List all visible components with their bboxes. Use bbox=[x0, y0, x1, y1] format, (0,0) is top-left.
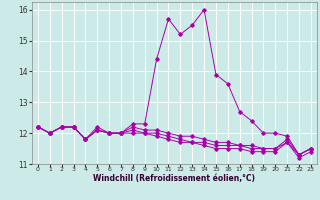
X-axis label: Windchill (Refroidissement éolien,°C): Windchill (Refroidissement éolien,°C) bbox=[93, 174, 255, 183]
